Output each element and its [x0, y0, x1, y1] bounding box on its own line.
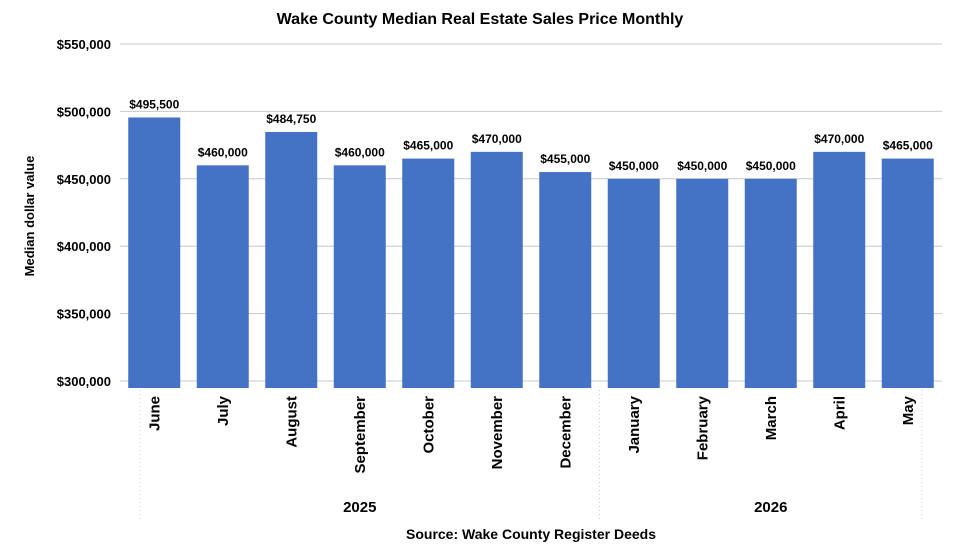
x-group-label: 2025 [343, 499, 376, 516]
x-category-label: October [420, 396, 437, 454]
x-category-label: March [763, 396, 780, 440]
chart-title: Wake County Median Real Estate Sales Pri… [277, 11, 684, 28]
bar [128, 117, 181, 388]
bar [470, 151, 523, 388]
bar [402, 158, 455, 388]
gridlines [120, 43, 942, 382]
x-category-label: September [352, 396, 369, 474]
bar [676, 178, 729, 388]
y-axis-ticks: $300,000 $350,000 $400,000 $450,000 $500,000… [57, 37, 111, 389]
y-tick-label: $350,000 [57, 307, 111, 322]
source-label: Source: Wake County Register Deeds [406, 526, 656, 542]
x-category-label: February [694, 395, 711, 460]
data-label: $450,000 [609, 159, 659, 173]
x-category-label: July [215, 395, 232, 426]
x-axis-group-labels: 2025 2026 [343, 499, 787, 516]
data-label: $470,000 [814, 132, 864, 146]
data-label: $484,750 [266, 112, 316, 126]
data-label: $455,000 [540, 152, 590, 166]
x-category-label: January [626, 395, 643, 453]
group-separators [139, 390, 923, 520]
data-label: $465,000 [883, 139, 933, 153]
x-category-label: August [283, 396, 300, 448]
y-tick-label: $400,000 [57, 239, 111, 254]
bar [607, 178, 660, 388]
bars [128, 117, 934, 388]
x-axis-categories: June July August September October November De… [146, 395, 917, 473]
y-axis-label: Median dollar value [22, 156, 37, 277]
x-category-label: November [489, 396, 506, 470]
x-category-label: May [900, 395, 917, 425]
bar [813, 151, 866, 388]
x-category-label: April [831, 396, 848, 430]
bar [265, 131, 318, 388]
y-tick-label: $500,000 [57, 104, 111, 119]
data-label: $460,000 [198, 145, 248, 159]
data-label: $460,000 [335, 145, 385, 159]
bar [744, 178, 797, 388]
data-label: $470,000 [472, 132, 522, 146]
y-tick-label: $550,000 [57, 37, 111, 52]
y-tick-label: $300,000 [57, 374, 111, 389]
data-label: $465,000 [403, 139, 453, 153]
data-label: $450,000 [746, 159, 796, 173]
bar [539, 172, 592, 388]
x-category-label: June [146, 396, 163, 431]
x-group-label: 2026 [754, 499, 787, 516]
data-labels: $495,500 $460,000 $484,750 $460,000 $465,000… [129, 97, 933, 172]
bar [196, 165, 249, 388]
data-label: $450,000 [677, 159, 727, 173]
y-tick-label: $450,000 [57, 172, 111, 187]
data-label: $495,500 [129, 97, 179, 111]
bar [333, 165, 386, 388]
bar [881, 158, 934, 388]
x-category-label: December [557, 396, 574, 469]
